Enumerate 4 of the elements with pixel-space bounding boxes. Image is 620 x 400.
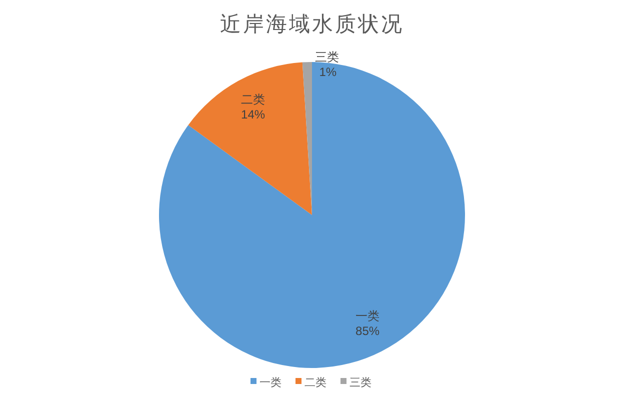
- legend-label: 一类: [260, 376, 282, 389]
- legend-label: 二类: [304, 376, 326, 389]
- legend-label: 三类: [350, 376, 372, 389]
- chart-title: 近岸海域水质状况: [220, 13, 404, 36]
